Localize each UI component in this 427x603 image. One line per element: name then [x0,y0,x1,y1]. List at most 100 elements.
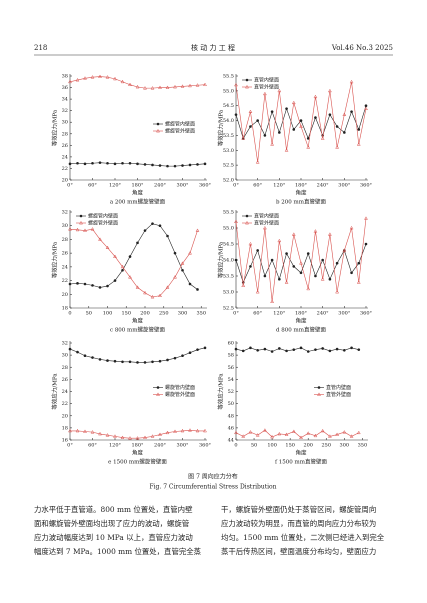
marker [299,261,303,265]
marker [349,225,354,230]
y-tick-label: 20 [62,178,68,184]
marker [335,145,340,149]
y-tick-label: 53.0 [223,148,234,154]
y-tick-label: 54.0 [223,258,234,264]
legend-label: 直管外壁面 [254,220,279,227]
marker [180,84,185,88]
x-tick-label: 360° [199,183,212,189]
y-tick-label: 58 [228,353,234,359]
y-tick-label: 38 [62,74,68,80]
marker [349,434,354,438]
figure-caption-en: Fig. 7 Circumferential Stress Distributi… [149,484,276,491]
body-text-line: 力水平低于直管道。800 mm 位置处，直管内壁 [34,505,193,514]
marker [106,359,109,362]
marker [188,251,192,255]
marker [158,164,162,167]
marker [173,275,177,279]
marker [128,436,132,440]
y-tick-label: 44 [228,438,234,444]
marker [158,293,162,298]
marker [91,161,94,165]
marker [342,248,347,252]
marker [320,428,325,433]
marker [349,79,354,84]
y-tick-label: 32 [62,341,68,347]
x-tick-label: 240° [154,183,167,189]
marker [299,119,303,122]
marker [317,386,321,389]
marker [98,358,102,361]
x-axis-label: 角度 [295,189,307,197]
legend-label: 螺旋管外壁面 [165,391,195,398]
marker [284,432,289,436]
marker [68,347,72,351]
x-tick-label: 0° [67,443,73,449]
x-axis-label: 角度 [295,449,307,457]
y-tick-label: 53.0 [223,290,234,296]
marker [83,354,87,358]
marker [90,75,95,79]
y-tick-label: 22 [62,401,68,407]
x-tick-label: 120° [273,183,286,189]
marker [313,94,318,99]
marker [314,274,317,278]
marker [357,128,361,131]
marker [357,261,361,265]
marker [291,429,296,433]
marker [284,148,289,152]
y-tick-label: 22 [62,166,68,172]
y-tick-label: 32 [62,108,68,114]
marker [335,125,339,128]
x-tick-label: 100 [103,311,113,317]
marker [121,161,124,165]
marker [166,358,169,362]
marker [270,350,274,353]
marker [241,349,245,353]
marker [180,428,185,433]
marker [203,346,207,350]
marker [158,432,162,436]
marker [299,346,303,350]
x-tick-label: 250 [322,443,332,449]
marker [313,433,318,438]
marker [173,84,177,89]
x-tick-label: 200 [303,443,313,449]
marker [320,277,325,281]
marker [364,216,368,220]
marker [79,214,83,218]
marker [128,255,132,258]
marker [203,428,207,433]
marker [106,284,109,288]
marker [68,162,72,166]
marker [245,214,249,218]
x-axis-label: 角度 [132,189,144,197]
marker [284,280,289,284]
marker [291,100,296,105]
marker [143,229,147,232]
x-tick-label: 180° [131,183,144,189]
y-tick-label: 28 [62,131,68,137]
y-tick-label: 54.5 [223,242,234,248]
marker [241,434,246,438]
journal-name: 核 动 力 工 程 [191,43,235,52]
body-text-line: 干，螺旋管外壁面仍处于蒸管区间，螺旋管周向 [221,505,376,514]
marker [151,163,154,167]
x-tick-label: 300 [178,311,188,317]
y-axis-label: 等效应力/MPa [217,373,225,410]
marker [321,258,324,262]
series-line [235,218,367,302]
marker [327,232,332,236]
marker [321,347,324,350]
y-tick-label: 36 [62,85,68,91]
marker [285,107,288,110]
marker [195,83,200,87]
marker [270,110,274,113]
x-tick-label: 360° [360,311,373,317]
marker [306,431,311,435]
marker [195,228,200,232]
marker [143,290,147,295]
series-line [70,429,205,439]
marker [327,434,332,438]
marker [277,238,282,243]
